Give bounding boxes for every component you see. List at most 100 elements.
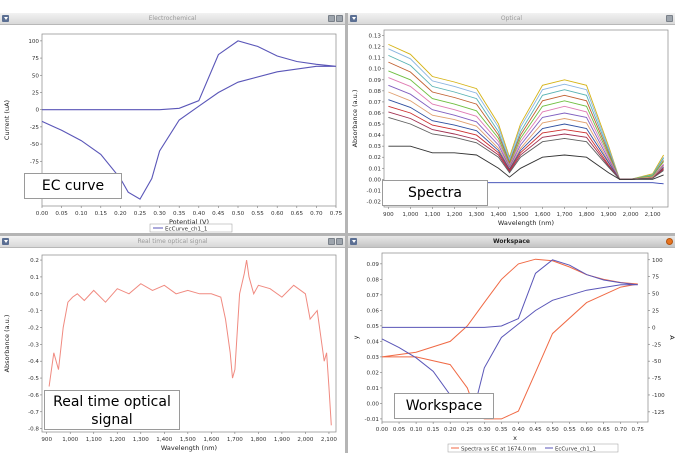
workspace-x-tick-label: 0.55	[563, 427, 576, 433]
optical-x-tick-label: 1,800	[579, 212, 595, 218]
realtime-y-tick-label: -0.1	[28, 309, 39, 315]
realtime-x-tick-label: 2,000	[297, 437, 313, 443]
realtime-x-tick-label: 1,200	[109, 437, 125, 443]
optical-x-tick-label: 1,900	[601, 212, 617, 218]
optical-y-tick-label: 0.07	[369, 100, 382, 106]
optical-callout-text: Spectra	[408, 185, 462, 201]
workspace-x-tick-label: 0.70	[614, 427, 627, 433]
workspace-panel-title: Workspace	[492, 238, 531, 245]
optical-menu-button[interactable]	[350, 15, 357, 22]
realtime-x-tick-label: 900	[41, 437, 52, 443]
ec-x-tick-label: 0.70	[310, 211, 323, 217]
realtime-y-tick-label: -0.2	[28, 325, 39, 331]
realtime-x-tick-label: 1,500	[180, 437, 196, 443]
ec-x-tick-label: 0.40	[193, 211, 206, 217]
workspace-y2-tick-label: -75	[652, 376, 662, 382]
workspace-panel: Workspace 0.00 0.05 0.10 0.15 0.20 0.25 0.30 0.…	[348, 236, 675, 453]
realtime-x-tick-label: 1,300	[133, 437, 149, 443]
optical-x-tick-label: 900	[383, 212, 394, 218]
ec-x-tick-label: 0.65	[291, 211, 304, 217]
ec-y-tick-label: 50	[32, 73, 40, 79]
workspace-y2-tick-label: 0	[652, 325, 656, 331]
ec-callout-text: EC curve	[41, 178, 105, 194]
optical-y-tick-label: 0.04	[369, 133, 382, 139]
ec-x-tick-label: 0.50	[232, 211, 245, 217]
optical-series-line	[388, 145, 664, 180]
ec-panel-title: Electrochemical	[148, 15, 197, 22]
ec-y-tick-label: 100	[28, 39, 39, 45]
ec-minimize-button[interactable]	[328, 15, 335, 22]
optical-y-tick-label: 0.06	[369, 111, 382, 117]
realtime-y-tick-label: -0.4	[28, 359, 39, 365]
realtime-titlebar[interactable]: Real time optical signal	[0, 236, 345, 248]
optical-y-tick-label: 0.10	[369, 67, 382, 73]
ec-callout: EC curve	[24, 173, 122, 199]
realtime-y-tick-label: 0.0	[30, 292, 39, 298]
realtime-minimize-button[interactable]	[328, 238, 335, 245]
workspace-y-tick-label: 0.02	[367, 370, 379, 376]
optical-minimize-button[interactable]	[666, 15, 673, 22]
optical-y-axis-label: Absorbance (a.u.)	[351, 90, 359, 148]
workspace-close-button[interactable]	[666, 238, 673, 245]
workspace-y-tick-label: 0.05	[367, 324, 380, 330]
realtime-panel: Real time optical signal 900 1,000 1,100 1,…	[0, 236, 345, 453]
optical-y-tick-label: -0.02	[367, 199, 381, 205]
workspace-menu-button[interactable]	[350, 238, 357, 245]
realtime-y-tick-label: -0.8	[28, 427, 39, 433]
workspace-x-tick-label: 0.05	[393, 427, 406, 433]
ec-maximize-button[interactable]	[336, 15, 343, 22]
optical-y-tick-label: 0.12	[369, 45, 381, 51]
workspace-legend-label-spectra: Spectra vs EC at 1674.0 nm	[461, 447, 536, 453]
workspace-x-tick-label: 0.35	[495, 427, 508, 433]
optical-x-tick-label: 1,300	[468, 212, 484, 218]
workspace-callout-text: Workspace	[405, 398, 483, 414]
realtime-callout: Real time optical signal	[44, 390, 180, 430]
workspace-x-axis-label: x	[513, 434, 517, 442]
optical-titlebar[interactable]: Optical	[348, 13, 675, 25]
workspace-legend-label-ec: EcCurve_ch1_1	[555, 447, 596, 453]
optical-x-tick-label: 1,000	[402, 212, 418, 218]
workspace-x-tick-label: 0.10	[410, 427, 423, 433]
ec-y-tick-label: -75	[30, 159, 40, 165]
realtime-y-tick-label: -0.6	[28, 393, 39, 399]
workspace-titlebar[interactable]: Workspace	[348, 236, 675, 248]
workspace-y2-tick-label: 50	[652, 292, 660, 298]
workspace-y2-tick-label: 25	[652, 308, 660, 314]
realtime-menu-button[interactable]	[2, 238, 9, 245]
ec-x-tick-label: 0.60	[271, 211, 284, 217]
realtime-y-tick-label: -0.5	[28, 376, 39, 382]
optical-plot: 900 1,000 1,100 1,200 1,300 1,400 1,500 1,600 1,…	[351, 29, 669, 227]
workspace-x-tick-label: 0.45	[529, 427, 542, 433]
ec-x-tick-label: 0.55	[251, 211, 264, 217]
ec-plot: 0.00 0.05 0.10 0.15 0.20 0.25 0.30 0.35 0.40 0.45…	[3, 33, 343, 233]
realtime-x-tick-label: 1,900	[274, 437, 290, 443]
ec-x-tick-label: 0.35	[173, 211, 186, 217]
realtime-callout-line1: Real time optical	[53, 394, 171, 410]
workspace-x-tick-label: 0.60	[580, 427, 593, 433]
workspace-y-tick-label: 0.00	[367, 401, 380, 407]
optical-y-tick-label: 0.00	[369, 177, 382, 183]
ec-panel: Electrochemical 0.00 0.05 0.10 0.15 0.20 0.25…	[0, 13, 345, 233]
optical-x-tick-label: 1,400	[490, 212, 506, 218]
realtime-x-tick-label: 1,000	[62, 437, 78, 443]
ec-x-tick-label: 0.30	[153, 211, 166, 217]
realtime-maximize-button[interactable]	[336, 238, 343, 245]
workspace-x-tick-label: 0.50	[546, 427, 559, 433]
ec-menu-button[interactable]	[2, 15, 9, 22]
realtime-x-tick-label: 1,600	[203, 437, 219, 443]
ec-y-tick-label: -25	[30, 125, 40, 131]
realtime-y-tick-label: -0.3	[28, 342, 39, 348]
optical-panel: Optical 900 1,000 1,100 1,200 1,300 1,400 1,50…	[348, 13, 675, 233]
ec-x-tick-label: 0.75	[330, 211, 343, 217]
workspace-y-tick-label: 0.04	[367, 339, 380, 345]
workspace-y2-tick-label: 100	[652, 258, 663, 264]
ec-x-tick-label: 0.45	[212, 211, 225, 217]
realtime-x-tick-label: 2,100	[321, 437, 337, 443]
realtime-y-tick-label: 0.2	[30, 258, 39, 264]
optical-y-tick-label: -0.01	[367, 188, 382, 194]
ec-titlebar[interactable]: Electrochemical	[0, 13, 345, 25]
workspace-y-tick-label: 0.09	[367, 262, 380, 268]
optical-y-tick-label: 0.13	[369, 34, 382, 40]
horizontal-splitter[interactable]	[0, 233, 675, 236]
optical-y-tick-label: 0.03	[369, 144, 382, 150]
